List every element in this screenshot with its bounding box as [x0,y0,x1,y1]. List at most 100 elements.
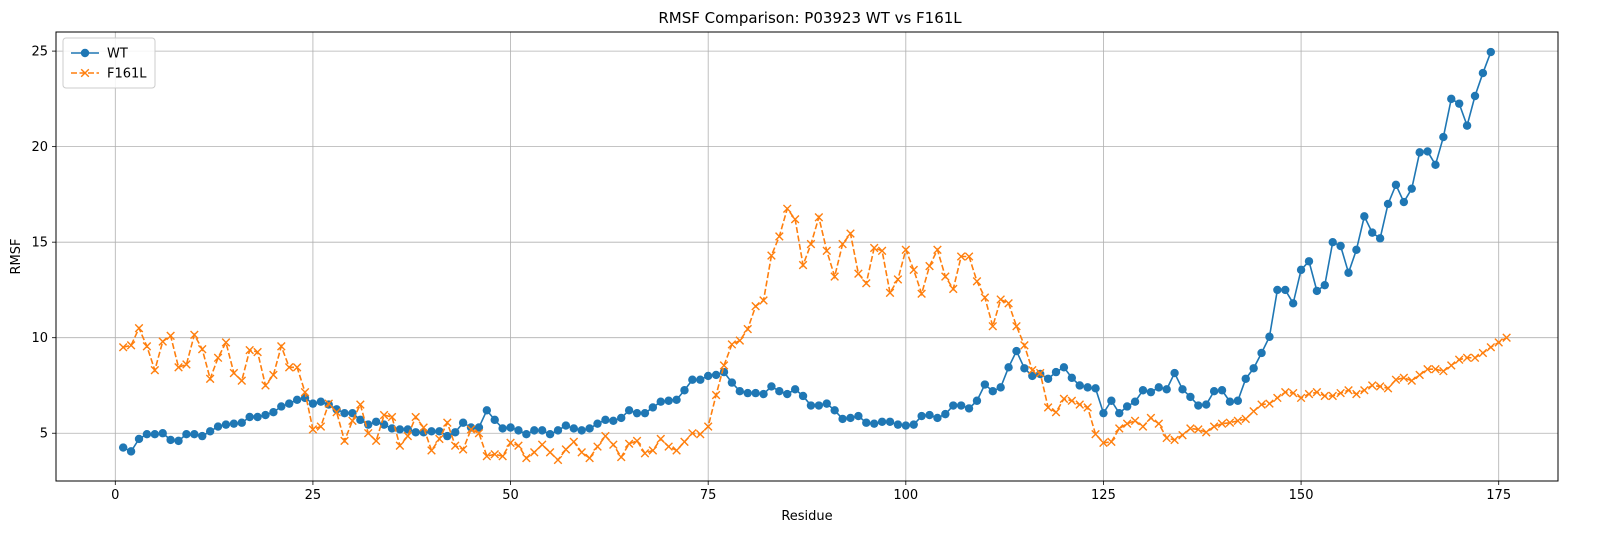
data-point-wt [269,408,278,417]
data-point-f161l [632,436,642,446]
data-point-f161l [877,246,887,256]
data-point-wt [751,388,760,398]
data-point-f161l [166,331,175,341]
data-point-wt [1454,99,1464,108]
x-tick-label: 125 [1091,488,1116,503]
data-point-f161l [411,412,420,422]
data-point-f161l [1075,400,1085,409]
data-point-wt [474,423,484,432]
data-point-f161l [909,265,919,275]
data-point-wt [506,423,515,432]
data-point-f161l [585,453,594,463]
data-point-wt [1462,121,1472,130]
data-point-wt [743,388,752,398]
data-point-f161l [1241,414,1251,424]
data-point-wt [1431,160,1440,169]
data-point-f161l [387,412,397,422]
data-point-wt [806,401,816,410]
data-point-wt [1075,381,1084,390]
data-point-wt [340,408,349,418]
data-point-wt [537,426,547,435]
axis-ticks: 0 25 50 75 100 125 150 175 5 10 15 20 25 [31,45,1511,503]
data-point-wt [1470,91,1480,101]
data-point-wt [901,421,911,430]
data-point-f161l [174,363,183,372]
data-point-f161l [790,214,800,224]
plot-area-frame [55,31,1559,482]
data-point-wt [1067,373,1077,383]
data-point-f161l [1399,373,1409,383]
data-point-f161l [506,438,515,448]
data-point-wt [1043,374,1053,383]
data-point-f161l [648,446,658,455]
data-point-f161l [727,340,737,349]
data-point-f161l [1407,376,1417,385]
data-point-wt [285,399,294,408]
series-f161l [118,204,1511,465]
series-line-f161l [123,206,1508,462]
data-point-wt [134,434,144,444]
data-point-wt [964,404,974,413]
legend-marker-f161l [80,68,90,78]
data-point-wt [166,435,175,445]
data-point-f161l [767,251,776,260]
data-point-f161l [616,452,626,462]
data-point-wt [885,417,895,426]
data-point-wt [956,401,966,410]
data-point-f161l [458,445,468,454]
data-point-wt [1423,147,1432,156]
data-point-f161l [917,289,926,299]
data-point-f161l [1122,419,1132,428]
data-point-f161l [861,278,871,288]
data-point-f161l [395,441,405,450]
data-point-f161l [1462,353,1472,363]
data-point-wt [767,382,776,391]
data-point-wt [1352,245,1361,255]
data-point-wt [664,396,673,405]
data-point-f161l [1328,391,1337,401]
data-point-wt [680,386,689,395]
data-point-wt [316,397,326,406]
data-point-f161l [1083,403,1092,412]
data-point-f161l [1320,391,1330,401]
data-point-wt [949,401,958,410]
data-point-f161l [482,451,492,461]
x-tick-label: 175 [1486,488,1511,503]
data-point-wt [1099,408,1108,418]
data-point-f161l [1209,422,1219,431]
data-point-wt [1202,400,1211,409]
data-point-wt [498,424,507,433]
data-point-f161l [356,400,365,409]
data-point-wt [814,401,824,410]
data-point-wt [624,406,634,415]
data-point-f161l [735,336,745,345]
data-point-f161l [901,245,911,255]
data-point-f161l [814,213,824,222]
data-point-wt [1375,234,1385,243]
data-point-wt [632,408,642,418]
data-point-f161l [1446,361,1456,370]
data-point-f161l [1415,370,1424,380]
data-point-wt [553,426,563,435]
data-point-f161l [569,437,579,447]
data-point-f161l [253,347,262,357]
data-point-wt [126,447,136,456]
data-point-f161l [1170,435,1179,445]
data-point-f161l [1296,393,1306,403]
data-point-wt [1083,383,1092,392]
data-point-wt [1241,374,1250,383]
data-point-f161l [1130,416,1140,426]
data-point-f161l [703,422,713,431]
data-point-f161l [980,293,990,302]
data-point-wt [395,425,405,434]
data-point-wt [798,391,808,401]
data-point-f161l [925,261,934,271]
data-point-wt [696,375,705,384]
data-point-f161l [822,246,832,256]
data-point-wt [719,367,729,377]
data-point-wt [672,395,681,404]
data-point-f161l [988,321,998,331]
data-point-f161l [719,361,729,370]
data-point-wt [1447,94,1456,104]
data-point-wt [1344,268,1353,277]
